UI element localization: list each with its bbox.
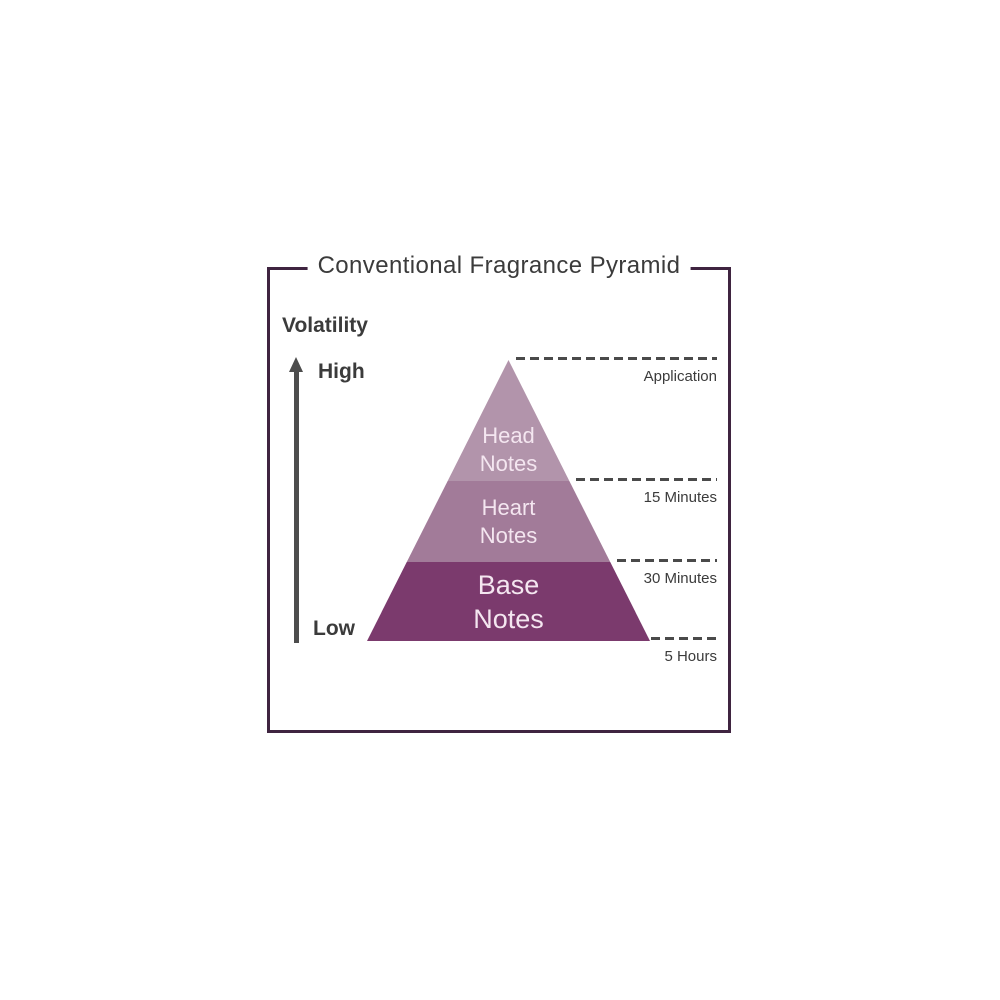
page-title: Conventional Fragrance Pyramid: [307, 252, 691, 280]
heart-notes-label-line2: Notes: [479, 522, 538, 548]
arrow-up-icon: [289, 357, 303, 372]
heart-notes-label-line1: Heart: [481, 494, 536, 520]
pyramid-layer-base-notes: Base Notes: [367, 562, 650, 641]
marker-label-application: Application: [643, 368, 717, 385]
marker-label-15-minutes: 15 Minutes: [643, 489, 717, 506]
pyramid: Head Notes Heart Notes Base Notes: [367, 360, 650, 641]
pyramid-layer-head-notes: Head Notes: [447, 360, 570, 481]
marker-label-30-minutes: 30 Minutes: [643, 570, 717, 587]
dashed-line-30-minutes: [617, 559, 717, 562]
axis-low-label: Low: [313, 617, 355, 640]
pyramid-layer-heart-notes: Heart Notes: [406, 481, 611, 562]
dashed-line-5-hours: [651, 637, 717, 640]
dashed-line-15-minutes: [576, 478, 717, 481]
base-notes-label-line1: Base: [477, 569, 540, 600]
head-notes-label-line1: Head: [482, 423, 535, 448]
axis-high-label: High: [318, 360, 365, 383]
volatility-arrow-shaft: [294, 371, 299, 643]
volatility-axis-label: Volatility: [282, 314, 368, 337]
head-notes-label-line2: Notes: [479, 451, 538, 476]
dashed-line-application: [516, 357, 717, 360]
base-notes-label-line2: Notes: [473, 603, 544, 634]
marker-label-5-hours: 5 Hours: [664, 648, 717, 665]
